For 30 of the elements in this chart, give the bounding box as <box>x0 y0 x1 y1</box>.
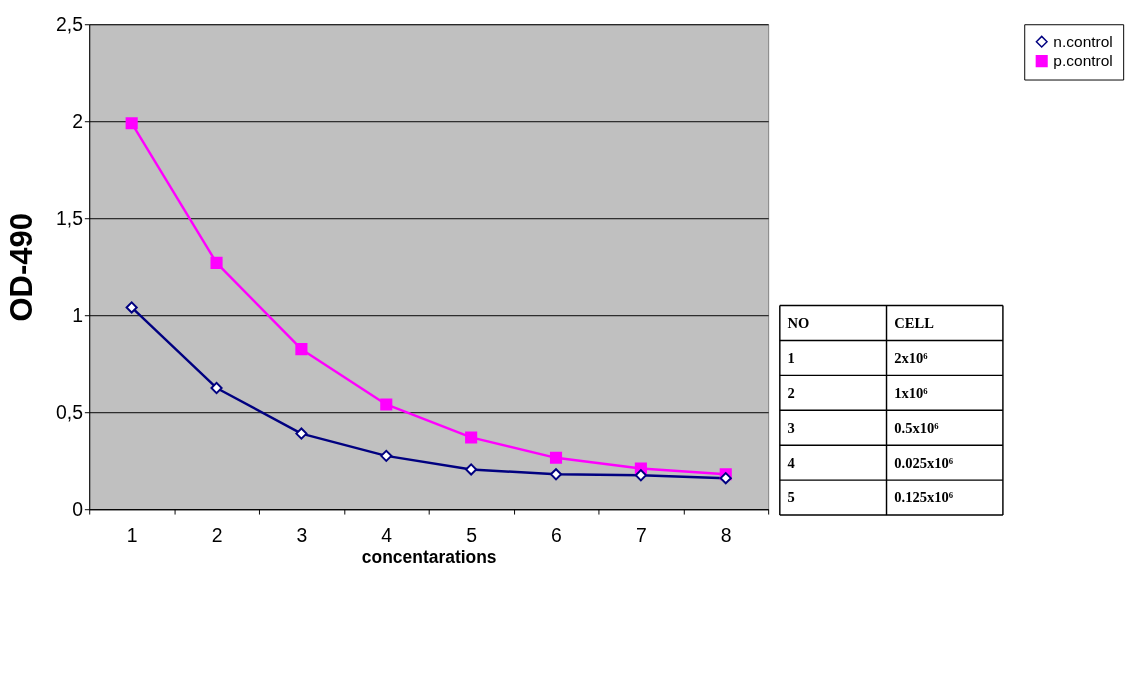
y-tick-label: 0,5 <box>55 400 83 423</box>
x-tick-label: 6 <box>551 523 562 546</box>
x-tick-label: 3 <box>296 523 308 546</box>
text: 1 <box>787 349 795 366</box>
legend-label: n.control <box>1053 32 1113 50</box>
text: 0.025x10⁶ <box>894 454 954 471</box>
y-tick-label: 2,5 <box>55 12 83 35</box>
y-axis-title: OD-490 <box>3 212 39 322</box>
x-tick-label: 2 <box>211 523 223 546</box>
text: 2x10⁶ <box>894 349 929 366</box>
text: 1x10⁶ <box>894 384 929 401</box>
text: NO <box>787 314 810 331</box>
x-tick-label: 4 <box>381 523 393 546</box>
y-tick-label: 2 <box>72 109 83 132</box>
x-tick-label: 7 <box>635 523 647 546</box>
text: 0.5x10⁶ <box>894 419 940 436</box>
x-tick-label: 1 <box>126 523 138 546</box>
text: CELL <box>894 314 935 331</box>
x-tick-label: 8 <box>720 523 732 546</box>
text: 3 <box>787 419 795 436</box>
y-tick-label: 0 <box>72 497 84 520</box>
y-tick-label: 1 <box>72 303 83 326</box>
x-tick-label: 5 <box>466 523 478 546</box>
text: 0.125x10⁶ <box>894 489 954 506</box>
x-axis-title: concentarations <box>361 547 497 568</box>
y-tick-label: 1,5 <box>55 206 83 229</box>
text: 5 <box>787 489 795 506</box>
text: 2 <box>787 384 795 401</box>
text: 4 <box>787 454 795 471</box>
legend-label: p.control <box>1053 51 1113 69</box>
